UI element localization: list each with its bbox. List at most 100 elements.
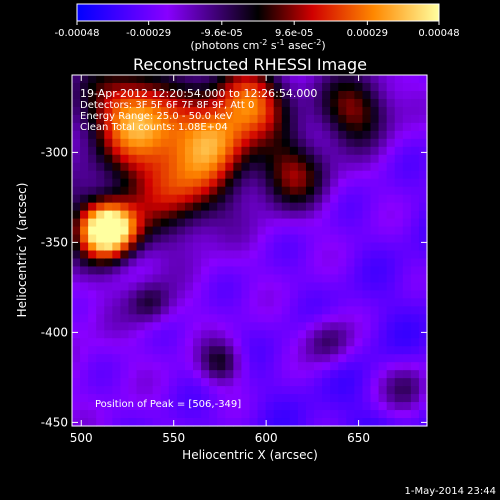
heatmap-cell (297, 210, 307, 220)
heatmap-cell (418, 378, 428, 387)
heatmap-cell (346, 154, 355, 164)
heatmap-cell (330, 346, 339, 355)
heatmap-cell (338, 194, 347, 204)
heatmap-cell (370, 298, 380, 307)
heatmap-cell (217, 394, 226, 403)
heatmap-cell (128, 258, 138, 268)
heatmap-cell (233, 242, 243, 252)
heatmap-cell (265, 194, 275, 204)
heatmap-cell (72, 202, 81, 212)
heatmap-cell (362, 370, 372, 379)
heatmap-cell (104, 370, 113, 379)
heatmap-cell (112, 242, 122, 252)
heatmap-cell (265, 186, 275, 196)
heatmap-cell (168, 258, 178, 268)
heatmap-cell (394, 330, 404, 339)
heatmap-cell (257, 98, 267, 108)
heatmap-cell (289, 354, 299, 363)
heatmap-cell (233, 274, 243, 284)
heatmap-cell (225, 282, 234, 291)
heatmap-cell (152, 154, 162, 164)
heatmap-cell (80, 130, 89, 140)
heatmap-cell (201, 186, 210, 196)
heatmap-cell (128, 138, 138, 148)
heatmap-cell (410, 290, 420, 299)
heatmap-cell (330, 250, 339, 260)
heatmap-cell (418, 98, 428, 108)
heatmap-cell (72, 298, 81, 307)
heatmap-cell (370, 138, 380, 148)
heatmap-cell (209, 362, 218, 371)
heatmap-cell (314, 250, 323, 260)
heatmap-cell (144, 162, 154, 172)
heatmap-cell (418, 130, 428, 140)
heatmap-cell (136, 386, 146, 395)
heatmap-cell (88, 234, 97, 244)
heatmap-cell (370, 306, 380, 315)
heatmap-cell (314, 258, 323, 268)
y-tick-label: -400 (41, 325, 68, 339)
heatmap-cell (265, 146, 275, 156)
heatmap-cell (225, 410, 234, 419)
heatmap-cell (322, 282, 331, 291)
heatmap-cell (128, 146, 138, 156)
heatmap-cell (402, 210, 412, 220)
heatmap-cell (225, 146, 234, 156)
heatmap-cell (273, 314, 283, 323)
heatmap-cell (362, 90, 372, 100)
heatmap-cell (346, 378, 355, 387)
heatmap-cell (225, 346, 234, 355)
heatmap-cell (314, 242, 323, 252)
heatmap-cell (386, 282, 396, 291)
heatmap-cell (144, 138, 154, 148)
heatmap-cell (378, 306, 388, 315)
heatmap-cell (241, 330, 251, 339)
heatmap-cell (160, 410, 170, 419)
heatmap-cell (136, 330, 146, 339)
heatmap-cell (209, 90, 218, 100)
heatmap-cell (386, 306, 396, 315)
heatmap-cell (217, 330, 226, 339)
heatmap-cell (184, 338, 194, 347)
heatmap-cell (80, 226, 89, 236)
heatmap-cell (402, 114, 412, 124)
heatmap-cell (362, 322, 372, 331)
heatmap-cell (136, 122, 146, 132)
heatmap-cell (346, 106, 355, 116)
heatmap-cell (297, 290, 307, 299)
heatmap-cell (144, 186, 154, 196)
heatmap-cell (249, 290, 259, 299)
heatmap-cell (402, 258, 412, 268)
heatmap-cell (330, 314, 339, 323)
heatmap-cell (394, 370, 404, 379)
heatmap-cell (386, 234, 396, 244)
heatmap-cell (184, 410, 194, 419)
heatmap-cell (330, 394, 339, 403)
heatmap-cell (144, 394, 154, 403)
heatmap-cell (346, 210, 355, 220)
heatmap-cell (273, 106, 283, 116)
heatmap-cell (209, 394, 218, 403)
heatmap-cell (104, 330, 113, 339)
heatmap-cell (305, 90, 315, 100)
heatmap-cell (144, 330, 154, 339)
heatmap-cell (257, 330, 267, 339)
heatmap-cell (241, 234, 251, 244)
heatmap-cell (88, 130, 97, 140)
heatmap-cell (104, 170, 113, 180)
heatmap-cell (144, 242, 154, 252)
heatmap-cell (104, 154, 113, 164)
heatmap-cell (362, 394, 372, 403)
heatmap-cell (257, 202, 267, 212)
heatmap-cell (184, 194, 194, 204)
heatmap-cell (305, 250, 315, 260)
heatmap-cell (96, 394, 105, 403)
heatmap-cell (209, 338, 218, 347)
heatmap-cell (289, 410, 299, 419)
heatmap-cell (112, 298, 122, 307)
heatmap-cell (152, 138, 162, 148)
heatmap-cell (80, 178, 89, 188)
heatmap-cell (257, 386, 267, 395)
heatmap-cell (112, 162, 122, 172)
heatmap-cell (418, 114, 428, 124)
